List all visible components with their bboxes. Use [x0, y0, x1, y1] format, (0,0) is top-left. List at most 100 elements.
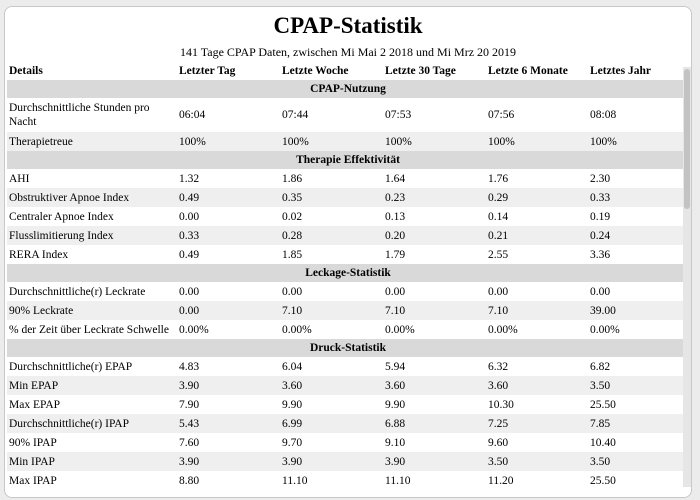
statistics-panel: CPAP-Statistik 141 Tage CPAP Daten, zwis…	[4, 6, 692, 498]
row-label: RERA Index	[9, 248, 69, 261]
cell-value: 5.43	[177, 414, 280, 433]
cell-value: 1.64	[385, 172, 406, 185]
scrollbar-thumb[interactable]	[684, 69, 690, 209]
cell-value: 0.00%	[282, 323, 312, 336]
cell-value: 39.00	[588, 301, 689, 320]
row-label: 90% Leckrate	[7, 301, 177, 320]
cell-value: 100%	[383, 132, 486, 151]
cell-value: 9.90	[282, 398, 303, 411]
cell-value: 0.20	[383, 226, 486, 245]
cell-value: 0.00	[179, 285, 200, 298]
cell-value: 3.90	[383, 452, 486, 471]
cell-value: 100%	[588, 132, 689, 151]
cell-value: 3.36	[590, 248, 611, 261]
cell-value: 9.90	[385, 398, 406, 411]
cell-value: 3.50	[486, 452, 588, 471]
cell-value: 6.04	[282, 360, 303, 373]
cell-value: 0.00	[488, 285, 509, 298]
cell-value: 7.10	[280, 301, 383, 320]
cell-value: 0.14	[488, 210, 509, 223]
cell-value: 10.30	[488, 398, 514, 411]
row-label: Max EPAP	[9, 398, 61, 411]
cell-value: 3.50	[588, 452, 689, 471]
section-title: CPAP-Nutzung	[7, 80, 689, 98]
vertical-scrollbar[interactable]	[683, 67, 691, 487]
cell-value: 06:04	[179, 109, 206, 121]
cell-value: 07:44	[282, 109, 309, 121]
table-body: CPAP-Nutzung Durchschnittliche Stunden pr…	[7, 80, 689, 490]
cell-value: 0.00	[177, 301, 280, 320]
cell-value: 7.10	[383, 301, 486, 320]
cell-value: 11.10	[385, 474, 411, 487]
cell-value: 0.02	[282, 210, 303, 223]
cell-value: 8.80	[179, 474, 200, 487]
cell-value: 9.60	[488, 436, 509, 449]
cell-value: 11.20	[488, 474, 514, 487]
cell-value: 1.32	[179, 172, 200, 185]
page-title: CPAP-Statistik	[273, 13, 423, 38]
cell-value: 0.19	[590, 210, 611, 223]
table-row: % der Zeit über Leckrate Schwelle 0.00% 0.…	[7, 320, 689, 339]
cell-value: 9.70	[282, 436, 303, 449]
cell-value: 0.23	[383, 188, 486, 207]
cell-value: 0.29	[486, 188, 588, 207]
cell-value: 6.32	[488, 360, 509, 373]
cell-value: 07:56	[488, 109, 515, 121]
row-label: 90% IPAP	[9, 436, 57, 449]
section-title: Leckage-Statistik	[7, 264, 689, 282]
cell-value: 7.25	[486, 414, 588, 433]
section-header-row: Leckage-Statistik	[7, 264, 689, 282]
column-header-last-day: Letzter Tag	[179, 64, 236, 77]
cell-value: 3.90	[177, 376, 280, 395]
cell-value: 1.76	[488, 172, 509, 185]
table-row: 90% IPAP 7.60 9.70 9.10 9.60 10.40	[7, 433, 689, 452]
table-header-row: Details Letzter Tag Letzte Woche Letzte …	[7, 61, 689, 80]
table-row: Min EPAP 3.90 3.60 3.60 3.60 3.50	[7, 376, 689, 395]
cell-value: 5.94	[385, 360, 406, 373]
table-row: Durchschnittliche Stunden pro Nacht 06:04…	[7, 98, 689, 132]
section-header-row: Therapie Effektivität	[7, 151, 689, 169]
column-header-details: Details	[9, 64, 43, 77]
table-row: AHI 1.32 1.86 1.64 1.76 2.30	[7, 169, 689, 188]
cell-value: 1.86	[282, 172, 303, 185]
cell-value: 9.10	[385, 436, 406, 449]
row-label: Flusslimitierung Index	[7, 226, 177, 245]
row-label: AHI	[9, 172, 30, 185]
section-title: Druck-Statistik	[7, 339, 689, 357]
cell-value: 6.88	[383, 414, 486, 433]
cell-value: 25.50	[590, 398, 616, 411]
cell-value: 0.00%	[385, 323, 415, 336]
cell-value: 7.85	[588, 414, 689, 433]
statistics-table: Details Letzter Tag Letzte Woche Letzte …	[7, 61, 689, 490]
cell-value: 2.55	[488, 248, 509, 261]
row-label: Max IPAP	[9, 474, 57, 487]
cell-value: 08:08	[590, 109, 617, 121]
cell-value: 11.10	[282, 474, 308, 487]
cell-value: 07:53	[385, 109, 412, 121]
table-row: Flusslimitierung Index 0.33 0.28 0.20 0.21 0.…	[7, 226, 689, 245]
row-label: Durchschnittliche(r) Leckrate	[9, 285, 146, 298]
table-row: Obstruktiver Apnoe Index 0.49 0.35 0.23 0.29…	[7, 188, 689, 207]
row-label: Therapietreue	[7, 132, 177, 151]
section-header-row: Druck-Statistik	[7, 339, 689, 357]
cell-value: 7.60	[179, 436, 200, 449]
cell-value: 0.00	[385, 285, 406, 298]
cell-value: 0.00	[179, 210, 200, 223]
cell-value: 0.21	[486, 226, 588, 245]
cell-value: 3.60	[486, 376, 588, 395]
cell-value: 0.00%	[179, 323, 209, 336]
cell-value: 1.79	[385, 248, 406, 261]
row-label: Centraler Apnoe Index	[9, 210, 114, 223]
cell-value: 6.82	[590, 360, 611, 373]
cell-value: 0.49	[179, 248, 200, 261]
cell-value: 1.85	[282, 248, 303, 261]
cell-value: 100%	[177, 132, 280, 151]
row-label: Obstruktiver Apnoe Index	[7, 188, 177, 207]
cell-value: 6.99	[280, 414, 383, 433]
cell-value: 0.33	[588, 188, 689, 207]
cell-value: 10.40	[590, 436, 616, 449]
cell-value: 4.83	[179, 360, 200, 373]
cell-value: 25.50	[590, 474, 616, 487]
row-label: Min IPAP	[7, 452, 177, 471]
cell-value: 0.13	[385, 210, 406, 223]
